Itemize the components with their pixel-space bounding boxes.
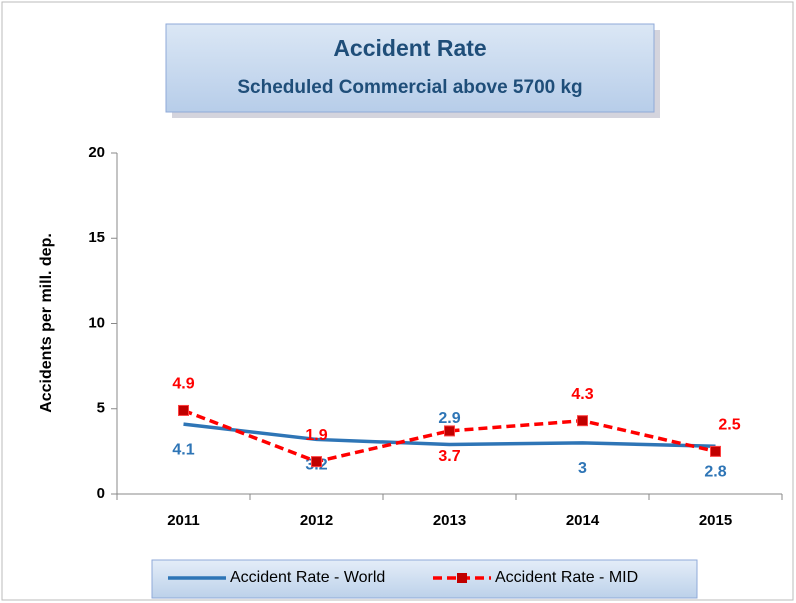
data-label: 2.9: [438, 410, 460, 427]
y-tick-label: 20: [88, 144, 105, 161]
x-tick-label: 2011: [167, 512, 200, 529]
data-label: 4.3: [571, 386, 593, 403]
chart-title: Accident Rate: [333, 35, 486, 61]
y-tick-label: 0: [97, 485, 105, 502]
data-label: 4.1: [172, 441, 194, 458]
legend-label: Accident Rate - MID: [495, 569, 638, 586]
legend-box: [151, 559, 698, 599]
legend-label: Accident Rate - World: [230, 569, 385, 586]
title-box: [165, 23, 655, 113]
series-line: [183, 422, 716, 449]
chart-subtitle: Scheduled Commercial above 5700 kg: [237, 77, 582, 98]
data-label: 2.5: [718, 417, 740, 434]
x-tick-label: 2015: [699, 512, 732, 529]
legend-marker: [457, 573, 467, 583]
marker: [710, 445, 721, 457]
marker: [178, 404, 189, 416]
x-tick-label: 2013: [433, 512, 466, 529]
data-label: 4.9: [172, 376, 194, 393]
marker: [444, 425, 455, 437]
y-tick-label: 5: [97, 400, 105, 417]
data-label: 2.8: [704, 463, 726, 480]
y-axis-label: Accidents per mill. dep.: [38, 233, 55, 413]
y-tick-label: 15: [88, 229, 105, 246]
data-label: 3: [578, 460, 587, 477]
data-label: 1.9: [305, 427, 327, 444]
marker: [311, 456, 322, 468]
x-tick-label: 2012: [300, 512, 333, 529]
x-tick-label: 2014: [566, 512, 600, 529]
data-label: 3.7: [438, 448, 460, 465]
marker: [577, 415, 588, 427]
y-tick-label: 10: [88, 314, 105, 331]
